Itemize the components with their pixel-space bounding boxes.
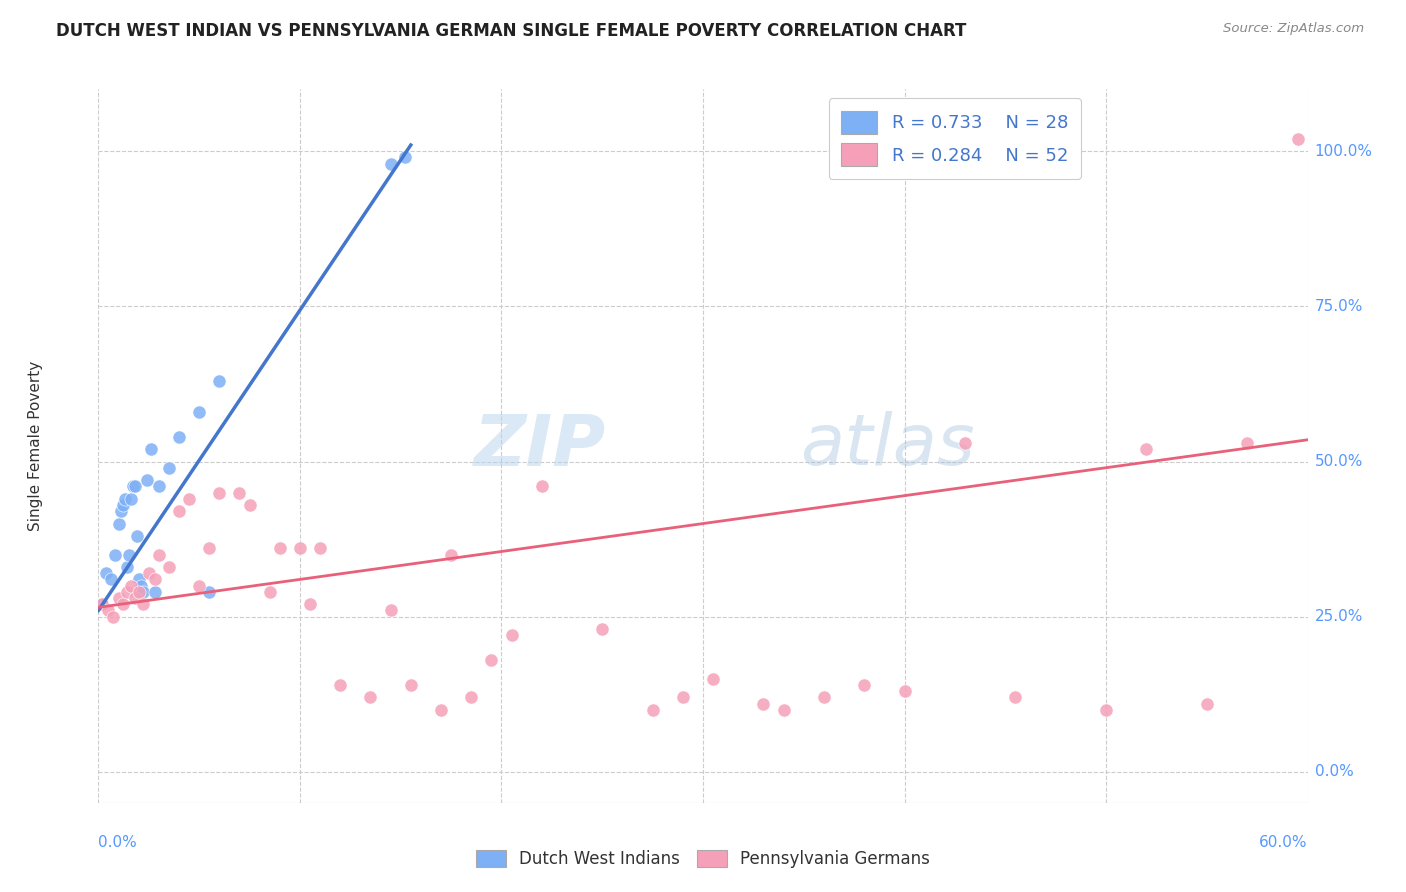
Point	[228, 485, 250, 500]
Point	[138, 566, 160, 581]
Point	[208, 374, 231, 388]
Point	[853, 678, 876, 692]
Text: DUTCH WEST INDIAN VS PENNSYLVANIA GERMAN SINGLE FEMALE POVERTY CORRELATION CHART: DUTCH WEST INDIAN VS PENNSYLVANIA GERMAN…	[56, 22, 966, 40]
Point	[91, 597, 114, 611]
Text: 0.0%: 0.0%	[1315, 764, 1354, 780]
Point	[97, 603, 120, 617]
Point	[360, 690, 382, 705]
Point	[380, 156, 402, 170]
Point	[380, 603, 402, 617]
Point	[110, 504, 132, 518]
Point	[772, 703, 794, 717]
Point	[107, 516, 129, 531]
Text: 60.0%: 60.0%	[1260, 836, 1308, 850]
Point	[672, 690, 695, 705]
Point	[157, 560, 180, 574]
Point	[1286, 132, 1309, 146]
Point	[115, 560, 138, 574]
Point	[143, 584, 166, 599]
Point	[179, 491, 201, 506]
Point	[148, 548, 170, 562]
Point	[114, 491, 136, 506]
Point	[167, 430, 190, 444]
Point	[259, 584, 281, 599]
Text: atlas: atlas	[800, 411, 974, 481]
Point	[101, 609, 124, 624]
Point	[198, 584, 221, 599]
Point	[111, 597, 134, 611]
Point	[1095, 703, 1118, 717]
Text: 50.0%: 50.0%	[1315, 454, 1362, 469]
Point	[167, 504, 190, 518]
Point	[1135, 442, 1157, 456]
Point	[702, 672, 724, 686]
Point	[288, 541, 311, 556]
Point	[239, 498, 262, 512]
Point	[111, 498, 134, 512]
Point	[118, 548, 141, 562]
Point	[481, 653, 503, 667]
Point	[752, 697, 775, 711]
Point	[132, 597, 155, 611]
Point	[329, 678, 352, 692]
Point	[269, 541, 291, 556]
Text: 75.0%: 75.0%	[1315, 299, 1362, 314]
Point	[121, 479, 143, 493]
Point	[128, 573, 150, 587]
Point	[91, 597, 114, 611]
Point	[132, 584, 155, 599]
Point	[148, 479, 170, 493]
Point	[641, 703, 664, 717]
Point	[893, 684, 915, 698]
Point	[139, 442, 162, 456]
Point	[188, 579, 211, 593]
Point	[530, 479, 553, 493]
Point	[1236, 436, 1258, 450]
Point	[1195, 697, 1218, 711]
Point	[124, 591, 146, 605]
Point	[440, 548, 463, 562]
Point	[96, 566, 118, 581]
Point	[120, 491, 142, 506]
Point	[399, 678, 422, 692]
Point	[953, 436, 976, 450]
Text: 100.0%: 100.0%	[1315, 144, 1372, 159]
Point	[813, 690, 835, 705]
Point	[120, 579, 142, 593]
Point	[394, 151, 416, 165]
Point	[299, 597, 322, 611]
Point	[208, 485, 231, 500]
Point	[143, 573, 166, 587]
Point	[100, 573, 122, 587]
Legend: Dutch West Indians, Pennsylvania Germans: Dutch West Indians, Pennsylvania Germans	[470, 843, 936, 875]
Point	[125, 529, 148, 543]
Point	[124, 479, 146, 493]
Point	[128, 584, 150, 599]
Point	[107, 591, 129, 605]
Point	[501, 628, 523, 642]
Point	[430, 703, 453, 717]
Point	[460, 690, 482, 705]
Point	[198, 541, 221, 556]
Text: 25.0%: 25.0%	[1315, 609, 1362, 624]
Text: ZIP: ZIP	[474, 411, 606, 481]
Point	[1004, 690, 1026, 705]
Text: Source: ZipAtlas.com: Source: ZipAtlas.com	[1223, 22, 1364, 36]
Text: Single Female Poverty: Single Female Poverty	[28, 361, 42, 531]
Point	[103, 548, 125, 562]
Point	[135, 473, 157, 487]
Point	[591, 622, 613, 636]
Point	[188, 405, 211, 419]
Point	[129, 579, 152, 593]
Point	[115, 584, 138, 599]
Point	[157, 460, 180, 475]
Point	[309, 541, 332, 556]
Legend: R = 0.733    N = 28, R = 0.284    N = 52: R = 0.733 N = 28, R = 0.284 N = 52	[828, 98, 1081, 179]
Text: 0.0%: 0.0%	[98, 836, 138, 850]
